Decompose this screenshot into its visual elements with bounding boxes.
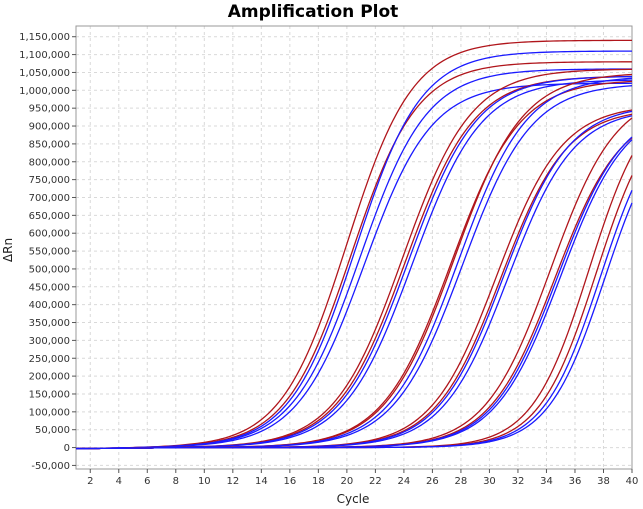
y-tick-label: 400,000: [29, 300, 70, 311]
x-tick-label: 12: [226, 476, 239, 487]
y-axis-label: ΔRn: [1, 238, 15, 262]
y-tick-label: 600,000: [29, 229, 70, 240]
amplification-curve-blue: [75, 189, 633, 450]
amplification-curve-red: [75, 155, 633, 450]
x-tick-label: 14: [255, 476, 268, 487]
x-tick-label: 8: [173, 476, 179, 487]
y-tick-label: 1,050,000: [19, 68, 70, 79]
x-tick-label: 10: [198, 476, 211, 487]
x-tick-label: 32: [512, 476, 525, 487]
x-tick-label: 36: [569, 476, 582, 487]
x-tick-label: 38: [597, 476, 610, 487]
grid-lines: [76, 26, 633, 469]
y-tick-label: 300,000: [29, 336, 70, 347]
y-tick-label: 950,000: [29, 104, 70, 115]
x-tick-label: 24: [398, 476, 411, 487]
y-tick-label: 500,000: [29, 264, 70, 275]
y-tick-label: 900,000: [29, 122, 70, 133]
amplification-curves: [75, 39, 633, 450]
x-tick-label: 6: [144, 476, 150, 487]
y-tick-label: 700,000: [29, 193, 70, 204]
y-tick-label: 50,000: [35, 425, 70, 436]
y-tick-label: 1,150,000: [19, 32, 70, 43]
x-tick-label: 30: [483, 476, 496, 487]
amplification-curve-blue: [75, 115, 633, 450]
y-tick-label: 550,000: [29, 247, 70, 258]
y-tick-label: 350,000: [29, 318, 70, 329]
x-tick-label: 20: [341, 476, 354, 487]
amplification-curve-red: [75, 113, 633, 450]
y-tick-label: 150,000: [29, 389, 70, 400]
y-tick-label: 200,000: [29, 372, 70, 383]
y-tick-label: -50,000: [31, 461, 70, 472]
x-tick-label: 40: [626, 476, 639, 487]
y-tick-label: 800,000: [29, 157, 70, 168]
y-tick-label: 1,100,000: [19, 50, 70, 61]
y-tick-label: 0: [64, 443, 70, 454]
amplification-curve-blue: [75, 82, 633, 450]
y-tick-label: 100,000: [29, 407, 70, 418]
x-tick-label: 26: [426, 476, 439, 487]
x-tick-label: 2: [87, 476, 93, 487]
amplification-curve-red: [75, 109, 633, 450]
x-tick-label: 18: [312, 476, 325, 487]
x-axis-label: Cycle: [337, 492, 370, 506]
x-tick-label: 34: [540, 476, 553, 487]
amplification-curve-blue: [75, 202, 633, 450]
y-tick-label: 850,000: [29, 139, 70, 150]
x-tick-label: 16: [283, 476, 296, 487]
plot-frame: [75, 25, 633, 470]
x-tick-label: 28: [455, 476, 468, 487]
y-tick-label: 1,000,000: [19, 86, 70, 97]
chart-title: Amplification Plot: [228, 2, 399, 22]
x-tick-label: 22: [369, 476, 382, 487]
y-tick-label: 750,000: [29, 175, 70, 186]
y-tick-label: 650,000: [29, 211, 70, 222]
y-tick-label: 450,000: [29, 282, 70, 293]
amplification-curve-red: [75, 175, 633, 450]
y-tick-label: 250,000: [29, 354, 70, 365]
x-tick-label: 4: [116, 476, 122, 487]
